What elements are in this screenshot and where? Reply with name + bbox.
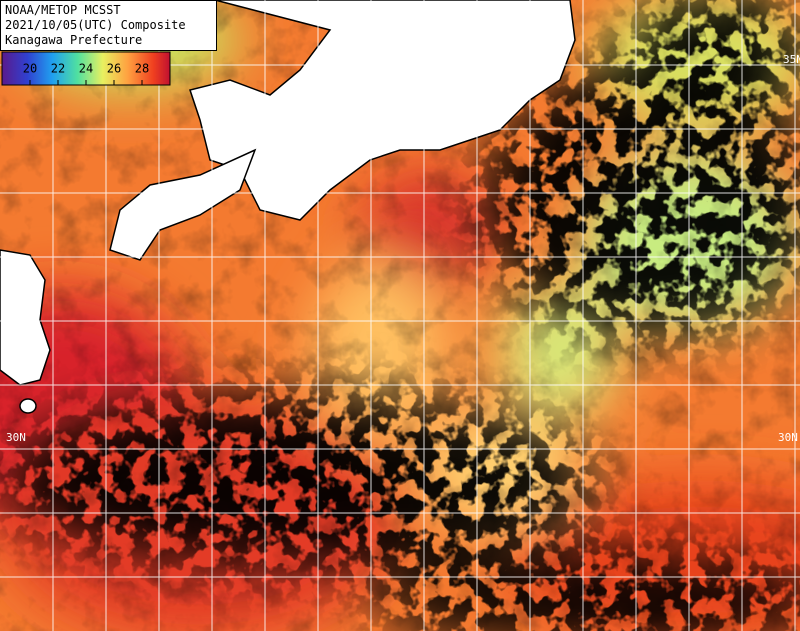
latitude-label: 35N	[783, 53, 800, 66]
colorbar-tick-label: 20	[23, 62, 37, 76]
colorbar-tick-label: 26	[107, 62, 121, 76]
header-line: NOAA/METOP MCSST	[5, 3, 121, 17]
latitude-label: 30N	[6, 431, 26, 444]
colorbar-tick-label: 28	[135, 62, 149, 76]
header-line: 2021/10/05(UTC) Composite	[5, 18, 186, 32]
land	[0, 0, 576, 414]
colorbar-tick-label: 22	[51, 62, 65, 76]
latitude-label: 30N	[778, 431, 798, 444]
colorbar-ramp	[1, 51, 171, 86]
latitude-labels: 35N 30N 30N	[6, 53, 800, 444]
colorbar-tick-label: 24	[79, 62, 93, 76]
header-line: Kanagawa Prefecture	[5, 33, 143, 47]
colorbar: 20 22 24 26 28	[1, 51, 171, 86]
header: NOAA/METOP MCSST 2021/10/05(UTC) Composit…	[0, 0, 217, 51]
